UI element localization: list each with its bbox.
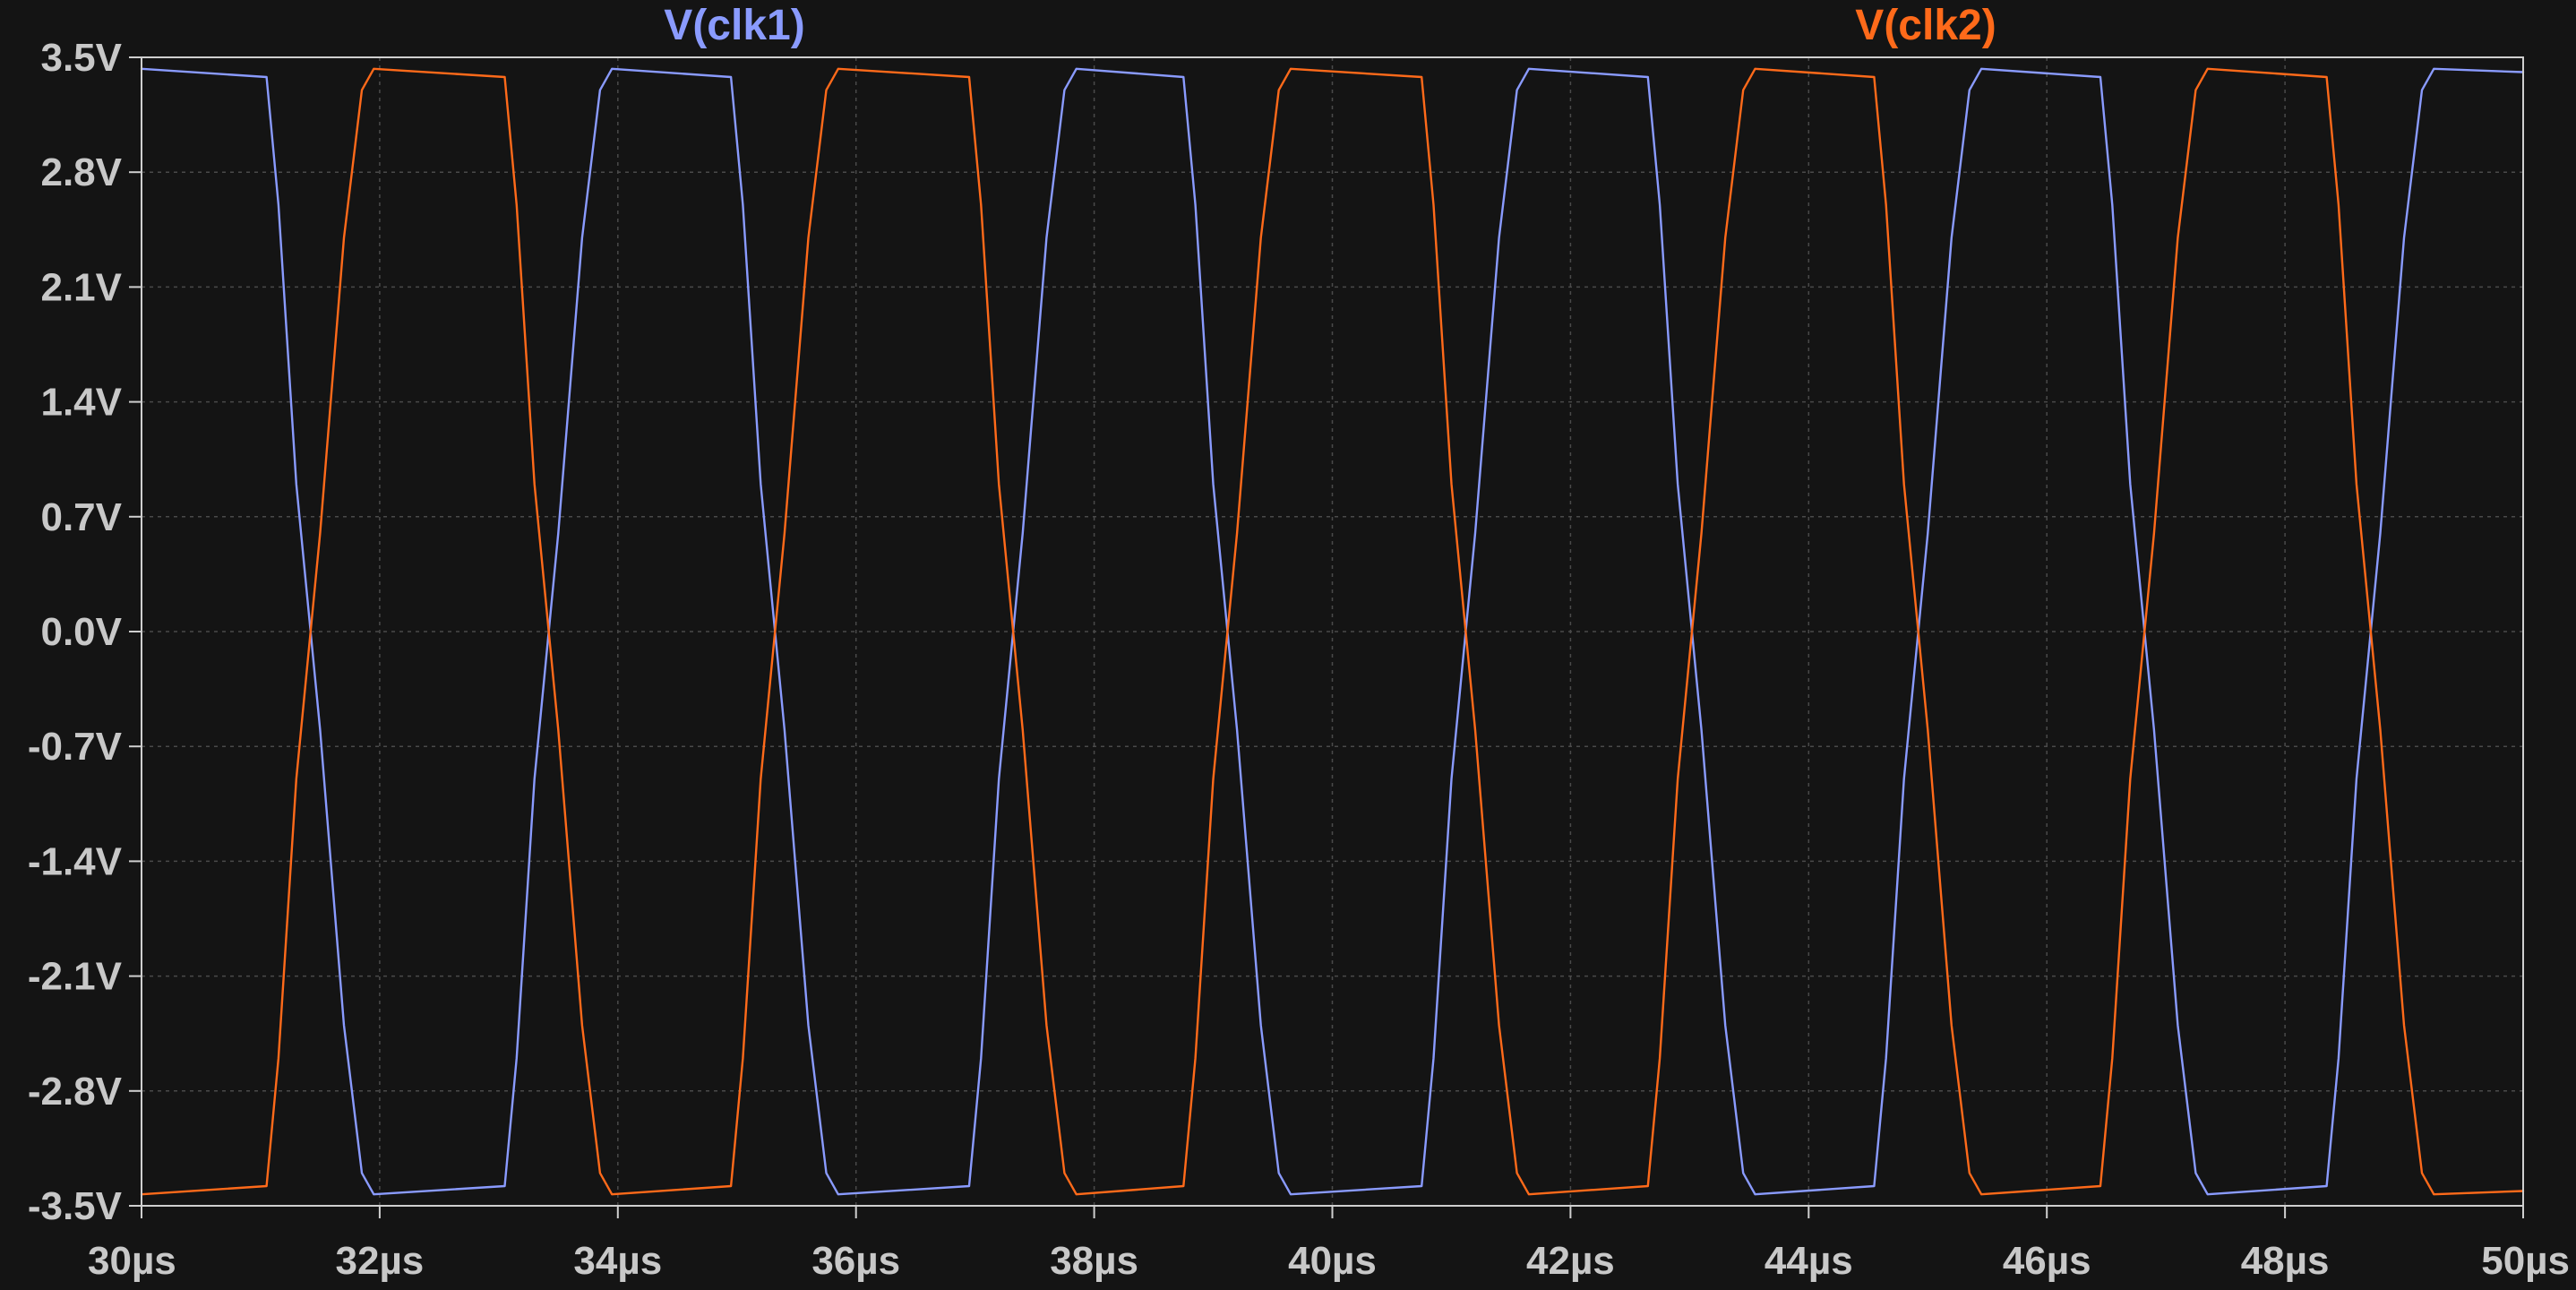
y-tick-label: 2.8V [40, 150, 122, 194]
x-tick-label: 44µs [1765, 1239, 1853, 1283]
x-tick-label: 30µs [88, 1239, 176, 1283]
legend-label-v-clk2[interactable]: V(clk2) [1855, 2, 1996, 49]
y-tick-label: 0.0V [40, 610, 122, 654]
trace-v-clk2[interactable] [140, 67, 2525, 1196]
y-tick-label: -2.8V [28, 1070, 123, 1114]
y-tick-label: 1.4V [40, 381, 122, 425]
y-tick-label: -1.4V [28, 839, 123, 883]
y-tick-label: 0.7V [40, 495, 122, 539]
x-tick-label: 38µs [1050, 1239, 1138, 1283]
x-tick-label: 50µs [2481, 1239, 2570, 1283]
x-tick-label: 48µs [2241, 1239, 2330, 1283]
axis-ticks: 30µs 32µs 34µs 36µs 38µs 40µs 42µs 44µs 46µs 48µs… [28, 36, 2570, 1283]
x-tick-label: 34µs [573, 1239, 662, 1283]
x-tick-label: 32µs [336, 1239, 425, 1283]
y-tick-label: 2.1V [40, 265, 122, 309]
legend-label-v-clk1[interactable]: V(clk1) [664, 2, 804, 49]
y-tick-label: 3.5V [40, 36, 122, 80]
trace-v-clk1[interactable] [140, 67, 2525, 1196]
x-tick-label: 36µs [811, 1239, 900, 1283]
trace-layer [140, 67, 2525, 1196]
x-tick-label: 40µs [1288, 1239, 1377, 1283]
y-tick-label: -3.5V [28, 1184, 123, 1228]
y-tick-label: -2.1V [28, 955, 123, 999]
y-tick-label: -0.7V [28, 725, 123, 769]
trace-legend: V(clk1) V(clk2) [664, 2, 1996, 49]
x-tick-label: 42µs [1526, 1239, 1615, 1283]
x-tick-label: 46µs [2003, 1239, 2091, 1283]
